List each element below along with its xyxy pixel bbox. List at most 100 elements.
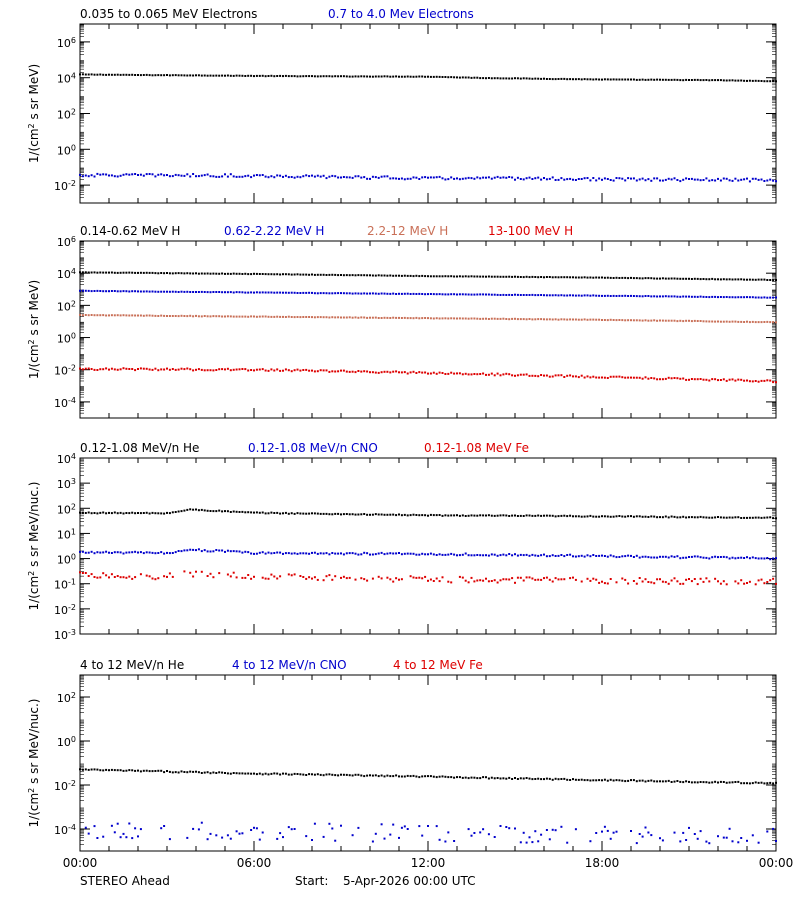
data-point <box>453 776 456 779</box>
data-point <box>476 317 479 320</box>
data-point <box>670 555 673 558</box>
data-point <box>331 552 334 554</box>
data-point <box>647 831 650 834</box>
data-point <box>302 552 305 555</box>
data-point <box>435 776 438 779</box>
data-point <box>215 772 218 774</box>
data-point <box>690 320 693 323</box>
data-point <box>470 554 473 557</box>
data-point <box>206 369 209 372</box>
data-point <box>514 514 516 517</box>
data-point <box>406 828 409 830</box>
data-point <box>340 274 342 276</box>
data-point <box>258 291 261 294</box>
data-point <box>644 376 647 379</box>
data-point <box>502 553 505 556</box>
data-point <box>264 175 267 178</box>
data-point <box>653 780 656 783</box>
data-point <box>519 318 522 321</box>
data-point <box>238 772 241 775</box>
data-point <box>702 79 705 82</box>
data-point <box>316 273 319 276</box>
data-point <box>429 578 432 581</box>
data-point <box>261 273 264 275</box>
data-point <box>406 514 409 517</box>
data-point <box>609 778 612 781</box>
data-point <box>725 79 728 82</box>
data-point <box>163 272 166 275</box>
data-point <box>612 319 615 321</box>
data-point <box>644 780 647 783</box>
data-point <box>186 290 189 293</box>
data-point <box>740 278 743 281</box>
data-point <box>325 512 328 515</box>
data-point <box>644 277 647 280</box>
data-point <box>406 552 409 555</box>
data-point <box>270 315 273 318</box>
data-point <box>525 514 528 517</box>
data-point <box>380 513 383 516</box>
data-point <box>719 179 722 182</box>
data-point <box>618 294 621 297</box>
data-point <box>566 276 569 279</box>
data-point <box>496 275 499 278</box>
data-point <box>705 320 708 323</box>
data-point <box>224 368 226 371</box>
data-point <box>81 73 84 76</box>
data-point <box>659 295 661 298</box>
data-point <box>322 174 325 177</box>
data-point <box>775 381 777 384</box>
data-point <box>603 778 606 781</box>
data-point <box>772 279 775 282</box>
legend-entry: 2.2-12 MeV H <box>367 224 448 238</box>
data-point <box>363 316 366 319</box>
data-point <box>139 770 142 773</box>
data-point <box>548 555 551 558</box>
data-point <box>609 179 612 181</box>
data-point <box>569 374 572 377</box>
data-point <box>470 776 473 779</box>
data-point <box>186 508 189 511</box>
data-point <box>145 73 148 76</box>
data-point <box>226 367 229 370</box>
data-point <box>574 555 577 558</box>
data-point <box>514 293 516 296</box>
data-point <box>287 273 290 276</box>
data-point <box>624 578 627 581</box>
data-point <box>134 173 137 175</box>
data-point <box>592 779 595 782</box>
data-point <box>482 317 485 320</box>
data-point <box>197 368 200 371</box>
data-point <box>177 315 180 318</box>
data-point <box>354 274 357 277</box>
data-point <box>685 780 688 783</box>
data-point <box>493 374 496 377</box>
data-point <box>424 317 427 319</box>
data-point <box>757 321 760 324</box>
data-point <box>470 373 473 376</box>
data-point <box>102 314 105 317</box>
data-point <box>693 277 696 280</box>
data-point <box>746 582 748 584</box>
data-point <box>403 274 406 277</box>
data-point <box>398 552 400 554</box>
data-point <box>102 572 105 575</box>
data-point <box>415 514 418 516</box>
data-point <box>760 296 763 299</box>
data-point <box>688 178 690 180</box>
data-point <box>757 296 760 299</box>
y-tick-label: 100 <box>57 143 76 158</box>
data-point <box>189 368 192 371</box>
data-point <box>267 273 270 276</box>
data-point <box>592 577 595 580</box>
data-point <box>766 557 769 559</box>
data-point <box>398 578 400 581</box>
data-point <box>508 553 511 555</box>
data-point <box>276 577 279 580</box>
data-point <box>163 552 166 555</box>
data-point <box>473 275 476 278</box>
data-point <box>264 512 267 515</box>
data-point <box>499 514 502 517</box>
data-point <box>226 315 229 318</box>
data-point <box>403 552 406 555</box>
